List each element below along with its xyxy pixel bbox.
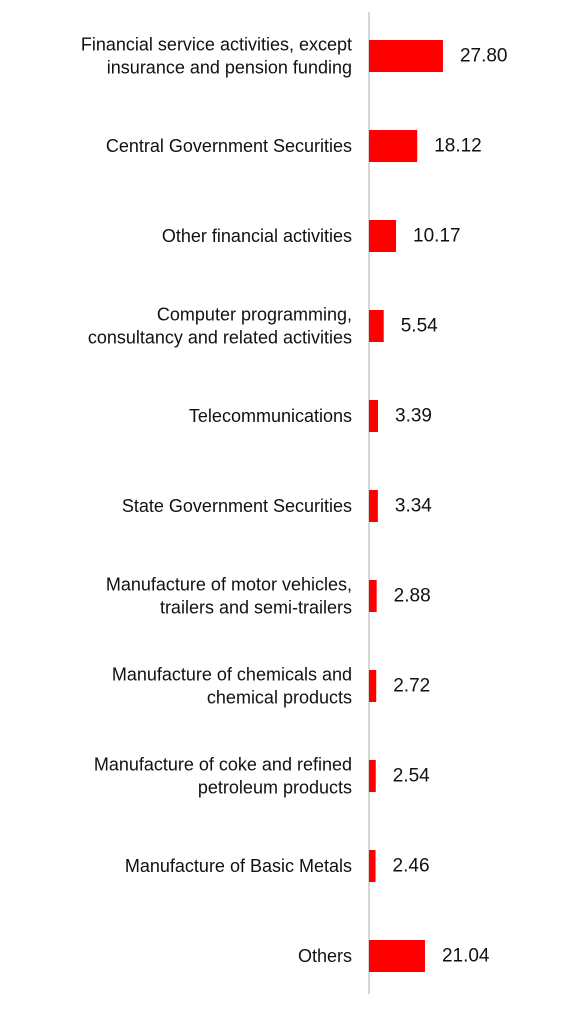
bar bbox=[369, 940, 425, 972]
category-label: Manufacture of chemicals and bbox=[112, 665, 352, 685]
data-label: 2.54 bbox=[393, 766, 430, 787]
data-label: 21.04 bbox=[442, 946, 490, 967]
category-label: Others bbox=[298, 946, 352, 966]
data-label: 3.34 bbox=[395, 496, 432, 517]
category-label: Central Government Securities bbox=[106, 136, 352, 156]
bar bbox=[369, 40, 443, 72]
bar bbox=[369, 850, 376, 882]
data-label: 2.88 bbox=[394, 586, 431, 607]
category-label: Manufacture of Basic Metals bbox=[125, 856, 352, 876]
category-label: consultancy and related activities bbox=[88, 328, 352, 348]
bar bbox=[369, 580, 377, 612]
bar bbox=[369, 400, 379, 432]
category-label: chemical products bbox=[207, 688, 352, 708]
bar bbox=[369, 670, 377, 702]
data-label: 27.80 bbox=[460, 46, 508, 67]
data-label: 18.12 bbox=[434, 136, 482, 157]
category-label: State Government Securities bbox=[122, 496, 352, 516]
category-label: Manufacture of motor vehicles, bbox=[106, 575, 352, 595]
data-label: 2.46 bbox=[393, 856, 430, 877]
bar bbox=[369, 220, 397, 252]
category-label: trailers and semi-trailers bbox=[160, 598, 352, 618]
bar bbox=[369, 310, 384, 342]
bar bbox=[369, 130, 418, 162]
bar bbox=[369, 490, 378, 522]
data-label: 2.72 bbox=[393, 676, 430, 697]
category-label: petroleum products bbox=[198, 778, 352, 798]
category-label: Manufacture of coke and refined bbox=[94, 755, 352, 775]
data-label: 3.39 bbox=[395, 406, 432, 427]
category-label: Financial service activities, except bbox=[81, 35, 352, 55]
data-label: 5.54 bbox=[401, 316, 438, 337]
data-label: 10.17 bbox=[413, 226, 461, 247]
category-label: Other financial activities bbox=[162, 226, 352, 246]
bar bbox=[369, 760, 376, 792]
category-label: Computer programming, bbox=[157, 305, 352, 325]
category-label: insurance and pension funding bbox=[107, 58, 352, 78]
category-label: Telecommunications bbox=[189, 406, 352, 426]
